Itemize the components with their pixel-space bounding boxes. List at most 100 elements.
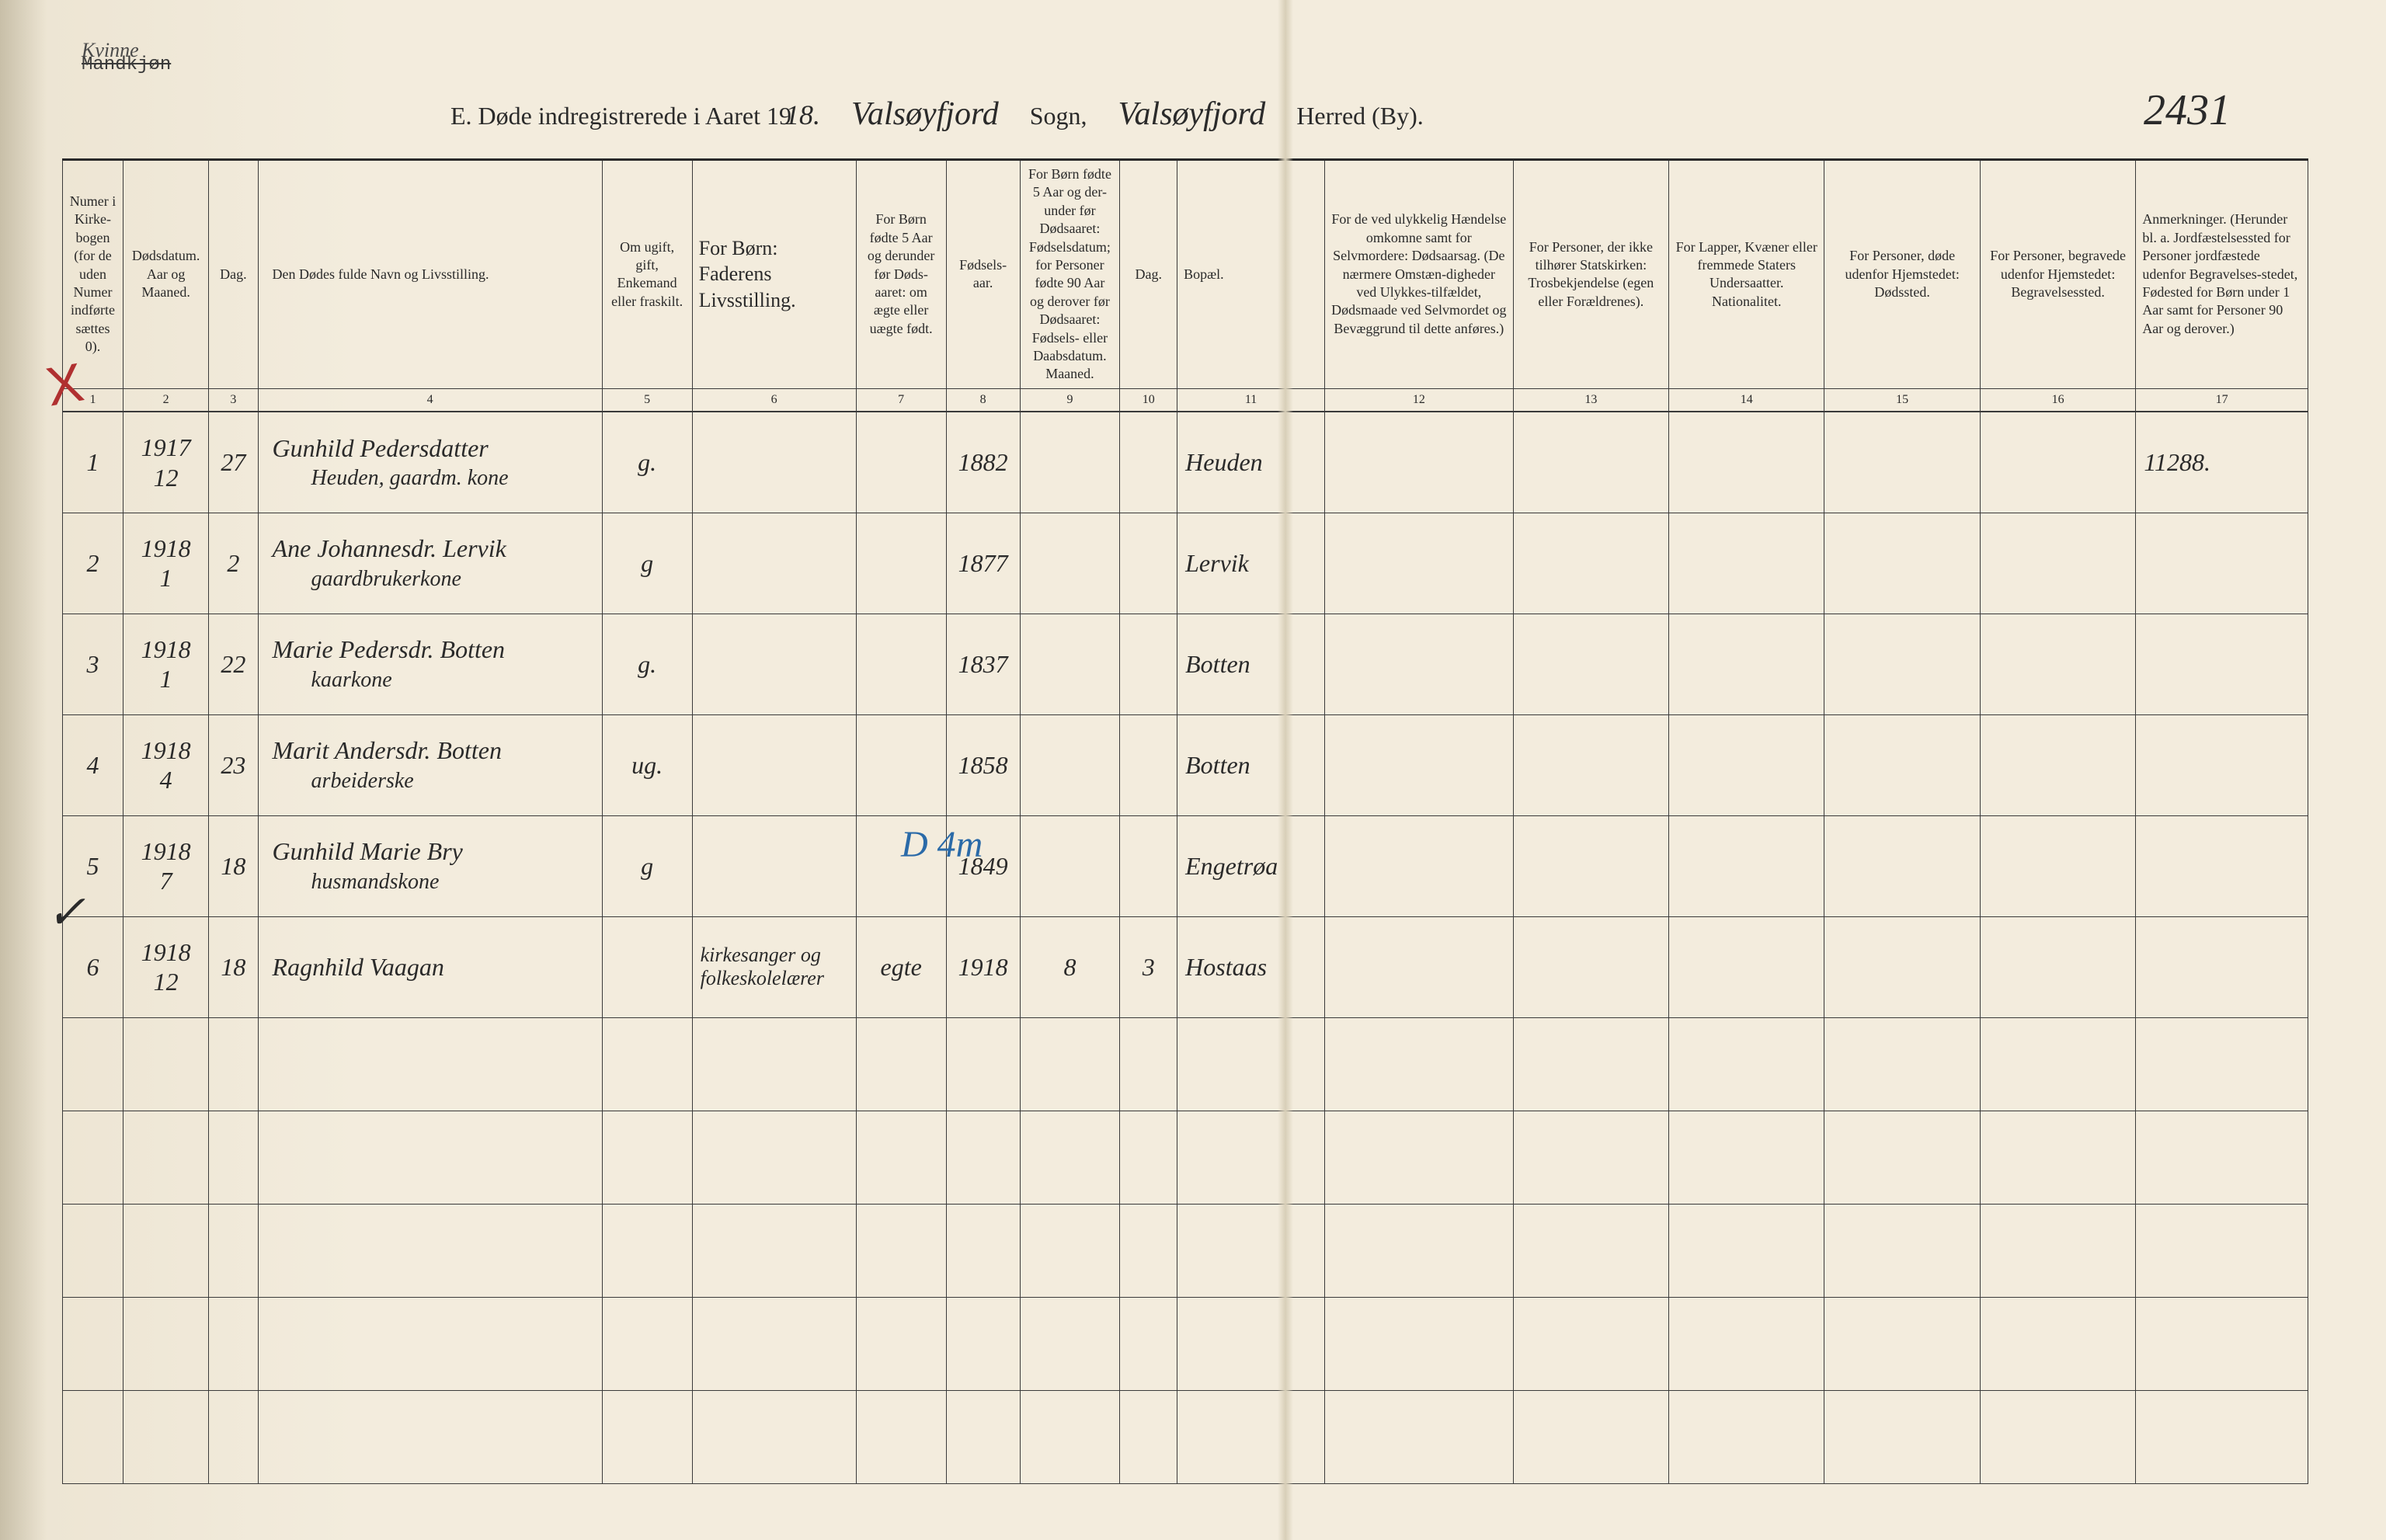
cell-cause <box>1325 614 1514 714</box>
cell-bwhere <box>1980 916 2135 1017</box>
colnum-17: 17 <box>2136 388 2308 412</box>
cell-child5: egte <box>856 916 946 1017</box>
cell-empty <box>1824 1390 1980 1483</box>
cell-bwhere <box>1980 412 2135 513</box>
cell-empty <box>1020 1204 1120 1297</box>
page-binding <box>1278 0 1293 1540</box>
cell-cause <box>1325 916 1514 1017</box>
cell-civil: ug. <box>602 714 692 815</box>
sogn-label: Sogn, <box>1030 102 1087 130</box>
colnum-4: 4 <box>258 388 602 412</box>
cell-name-l1: Marit Andersdr. Botten <box>273 735 594 767</box>
cell-year: 1918 <box>131 836 200 866</box>
cell-civil <box>602 916 692 1017</box>
cell-empty <box>946 1390 1020 1483</box>
cell-month: 1 <box>131 664 200 694</box>
cell-yrmo: 1918 4 <box>123 714 209 815</box>
cell-bday <box>1120 815 1177 916</box>
cell-empty <box>1020 1017 1120 1111</box>
table-row: 2 1918 1 2 Ane Johannesdr. Lervik gaardb… <box>63 513 2308 614</box>
cell-empty <box>1120 1297 1177 1390</box>
cell-nat <box>1669 513 1824 614</box>
colnum-5: 5 <box>602 388 692 412</box>
gender-label: Kvinne Mandkjøn <box>82 39 171 75</box>
cell-notes <box>2136 916 2308 1017</box>
cell-empty <box>946 1111 1020 1204</box>
cell-name-l1: Marie Pedersdr. Botten <box>273 634 594 666</box>
cell-empty <box>946 1017 1020 1111</box>
table-row: 3 1918 1 22 Marie Pedersdr. Botten kaark… <box>63 614 2308 714</box>
colnum-7: 7 <box>856 388 946 412</box>
cell-empty <box>123 1111 209 1204</box>
cell-rel <box>1513 714 1668 815</box>
cell-empty <box>1325 1204 1514 1297</box>
cell-father <box>692 614 856 714</box>
cell-empty <box>123 1390 209 1483</box>
col-8: Fødsels-aar. <box>946 161 1020 388</box>
cell-bday <box>1120 513 1177 614</box>
cell-day: 18 <box>209 916 258 1017</box>
cell-name: Ragnhild Vaagan <box>258 916 602 1017</box>
page-number: 2431 <box>2144 85 2231 135</box>
cell-year: 1918 <box>131 937 200 967</box>
cell-yrmo: 1918 1 <box>123 614 209 714</box>
cell-bmo <box>1020 815 1120 916</box>
cell-num: 1 <box>63 412 123 513</box>
cell-empty <box>2136 1204 2308 1297</box>
cell-child5 <box>856 614 946 714</box>
cell-cause <box>1325 815 1514 916</box>
cell-nat <box>1669 714 1824 815</box>
cell-empty <box>1177 1204 1325 1297</box>
cell-empty <box>1513 1204 1668 1297</box>
cell-num: 4 <box>63 714 123 815</box>
cell-nat <box>1669 916 1824 1017</box>
cell-empty <box>1120 1017 1177 1111</box>
cell-day: 2 <box>209 513 258 614</box>
cell-empty <box>692 1017 856 1111</box>
cell-cause <box>1325 513 1514 614</box>
table-row: 6 1918 12 18 Ragnhild Vaagan kirkesanger… <box>63 916 2308 1017</box>
cell-name: Gunhild Marie Bry husmandskone <box>258 815 602 916</box>
cell-empty <box>1325 1111 1514 1204</box>
cell-father <box>692 412 856 513</box>
colnum-14: 14 <box>1669 388 1824 412</box>
cell-empty <box>1669 1111 1824 1204</box>
cell-empty <box>209 1204 258 1297</box>
cell-empty <box>692 1297 856 1390</box>
cell-civil: g. <box>602 412 692 513</box>
cell-bmo <box>1020 714 1120 815</box>
cell-empty <box>1177 1111 1325 1204</box>
cell-bday <box>1120 412 1177 513</box>
cell-empty <box>209 1297 258 1390</box>
cell-notes <box>2136 815 2308 916</box>
cell-empty <box>1177 1390 1325 1483</box>
cell-rel <box>1513 815 1668 916</box>
cell-year: 1917 <box>131 433 200 462</box>
table-row-empty <box>63 1390 2308 1483</box>
cell-empty <box>1824 1111 1980 1204</box>
cell-res: Botten <box>1177 614 1325 714</box>
col-3: Dag. <box>209 161 258 388</box>
cell-yrmo: 1918 1 <box>123 513 209 614</box>
col-16: For Personer, begravede udenfor Hjemsted… <box>1980 161 2135 388</box>
cell-notes: 11288. <box>2136 412 2308 513</box>
sogn-value: Valsøyfjord <box>851 96 999 133</box>
cell-empty <box>209 1111 258 1204</box>
cell-empty <box>63 1297 123 1390</box>
cell-empty <box>856 1204 946 1297</box>
cell-res: Heuden <box>1177 412 1325 513</box>
cell-month: 1 <box>131 563 200 593</box>
table-row-empty <box>63 1297 2308 1390</box>
cell-empty <box>1513 1297 1668 1390</box>
cell-empty <box>2136 1297 2308 1390</box>
cell-bwhere <box>1980 513 2135 614</box>
col-4: Den Dødes fulde Navn og Livsstilling. <box>258 161 602 388</box>
ledger-table: Numer i Kirke-bogen (for de uden Numer i… <box>62 161 2308 1484</box>
cell-day: 22 <box>209 614 258 714</box>
col-2: Dødsdatum. Aar og Maaned. <box>123 161 209 388</box>
cell-empty <box>946 1297 1020 1390</box>
cell-empty <box>258 1204 602 1297</box>
cell-child5 <box>856 513 946 614</box>
colnum-8: 8 <box>946 388 1020 412</box>
cell-bmo: 8 <box>1020 916 1120 1017</box>
